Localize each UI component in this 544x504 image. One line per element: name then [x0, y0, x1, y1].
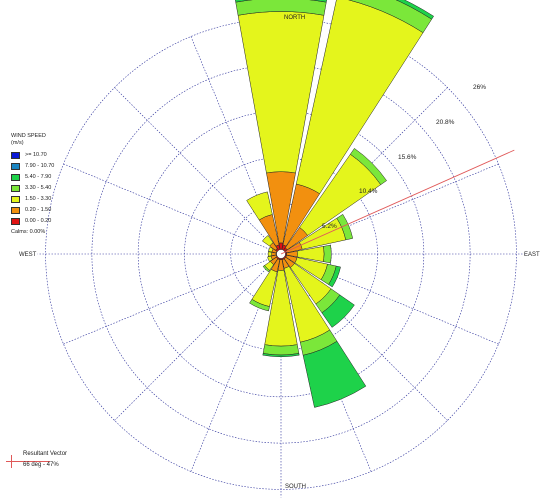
legend-swatch — [11, 174, 20, 181]
calms-label: Calms: 0.00% — [11, 229, 46, 235]
grid-spoke-WSW — [63, 253, 282, 345]
petal-SW-3-30-5-40 — [262, 265, 270, 273]
legend-item: 1.50 - 3.30 — [11, 194, 54, 205]
resultant-vector-line — [280, 149, 515, 255]
petal-WNW-1-50-3-30 — [268, 246, 274, 253]
overlay-layer: NORTH SOUTH EAST WEST 5.2% 10.4% 15.6% 2… — [19, 15, 540, 490]
legend-swatch — [11, 152, 20, 159]
grid-spoke-WNW — [63, 163, 282, 255]
resultant-vector-value: 66 deg - 47% — [23, 462, 59, 468]
legend-unit: (m/s) — [11, 139, 24, 146]
legend-item-label: 5.40 - 7.90 — [25, 173, 52, 180]
petal-E-3-30-5-40 — [323, 244, 332, 264]
legend-swatch — [11, 207, 20, 214]
legend-item: 3.30 - 5.40 — [11, 183, 54, 194]
petal-WSW-1-50-3-30 — [267, 255, 273, 262]
resultant-vector-title: Resultant Vector — [23, 451, 68, 457]
petal-SE-5-40-7-90 — [321, 294, 355, 328]
petal-SSE-5-40-7-90 — [302, 340, 367, 408]
legend-item-label: 7.90 - 10.70 — [25, 162, 55, 169]
legend-item-label: >= 10.70 — [25, 151, 47, 158]
legend-swatch — [11, 185, 20, 192]
grid-spoke-NW — [114, 87, 282, 255]
ring-label-2: 10.4% — [359, 188, 378, 195]
petal-ENE-3-30-5-40 — [336, 213, 354, 241]
legend-item-label: 3.30 - 5.40 — [25, 184, 52, 191]
petal-NE-3-30-5-40 — [349, 148, 387, 186]
petal-S-5-40-7-90 — [262, 353, 300, 357]
ring-label-1: 5.2% — [322, 223, 337, 230]
legend-item: 7.90 - 10.70 — [11, 161, 54, 172]
petal-W-1-50-3-30 — [267, 251, 273, 257]
legend-item: 0.00 - 0.20 — [11, 216, 54, 227]
petal-ESE-5-40-7-90 — [328, 265, 341, 288]
petal-layer — [235, 0, 435, 408]
legend-item: >= 10.70 — [11, 150, 54, 161]
petal-NNE-5-40-7-90 — [395, 0, 435, 20]
petal-NW-1-50-3-30 — [262, 235, 274, 247]
petal-S-3-30-5-40 — [262, 344, 300, 356]
legend-swatch — [11, 196, 20, 203]
ring-label-5: 26% — [473, 84, 486, 91]
east-label: EAST — [524, 252, 540, 258]
petal-N-5-40-7-90 — [235, 0, 327, 3]
legend-swatch — [11, 218, 20, 225]
legend-title: WIND SPEED — [11, 133, 46, 139]
north-label: NORTH — [284, 15, 305, 21]
wind-speed-legend: WIND SPEED (m/s) >= 10.70 7.90 - 10.70 5… — [11, 133, 54, 236]
legend-item: 5.40 - 7.90 — [11, 172, 54, 183]
petal-SSW-3-30-5-40 — [249, 298, 270, 312]
petal-NNW-1-50-3-30 — [246, 191, 273, 221]
resultant-tick-icon — [11, 455, 12, 468]
west-label: WEST — [19, 252, 37, 258]
resultant-line-icon — [6, 461, 50, 462]
grid-spoke-SW — [114, 253, 282, 421]
ring-label-3: 15.6% — [398, 154, 417, 161]
south-label: SOUTH — [285, 484, 306, 490]
ring-label-4: 20.8% — [436, 119, 455, 126]
legend-item-label: 0.20 - 1.50 — [25, 206, 52, 213]
legend-item-label: 0.00 - 0.20 — [25, 217, 52, 224]
legend-item: 0.20 - 1.50 — [11, 205, 54, 216]
legend-item-label: 1.50 - 3.30 — [25, 195, 52, 202]
legend-swatch — [11, 163, 20, 170]
